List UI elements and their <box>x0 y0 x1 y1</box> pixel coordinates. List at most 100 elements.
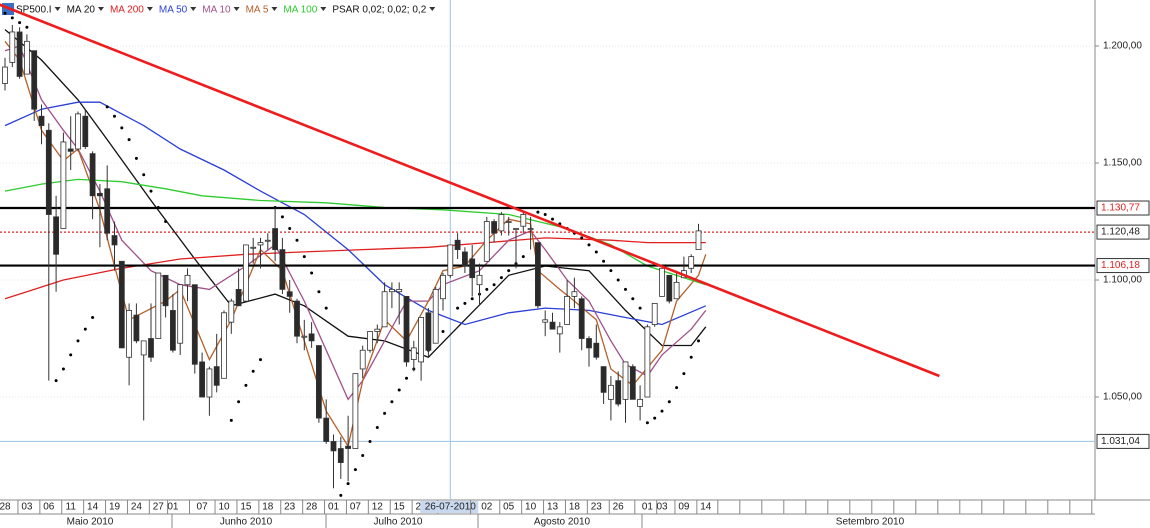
psar-dot <box>156 205 160 209</box>
candle-body <box>535 242 541 307</box>
candle-body <box>199 361 206 398</box>
candle-body <box>622 361 629 400</box>
candle-body <box>527 228 534 230</box>
candle-body <box>513 228 519 230</box>
month-label: Maio 2010 <box>67 517 114 528</box>
psar-dot <box>638 306 642 310</box>
candle-body <box>118 260 125 349</box>
psar-dot <box>3 11 7 15</box>
candle-body <box>242 244 249 302</box>
x-tick-label: 15 <box>394 502 406 513</box>
psar-dot <box>660 409 664 413</box>
candle-body <box>410 347 417 360</box>
candle-body <box>629 366 636 400</box>
legend-entry: MA 20 <box>67 5 96 16</box>
psar-dot <box>521 255 525 259</box>
psar-dot <box>375 425 379 429</box>
candle-body <box>549 321 556 330</box>
psar-dot <box>682 372 686 376</box>
candle-body <box>418 317 425 363</box>
candle-body <box>337 448 344 463</box>
candle-body <box>323 417 330 442</box>
psar-dot <box>689 355 693 359</box>
month-label: Junho 2010 <box>220 517 273 528</box>
psar-dot <box>383 411 387 415</box>
psar-dot <box>353 468 357 472</box>
level-price-box <box>1096 258 1150 274</box>
candle-body <box>505 221 512 223</box>
candle-body <box>279 249 286 290</box>
psar-dot <box>667 400 671 404</box>
candle-body <box>352 373 359 449</box>
x-tick-label: 02 <box>481 502 493 513</box>
dropdown-arrow <box>97 7 104 11</box>
psar-dot <box>624 287 627 291</box>
level-price-box <box>1096 200 1150 216</box>
psar-dot <box>397 388 401 392</box>
candle-body <box>608 384 614 400</box>
candle-body <box>695 230 702 251</box>
x-tick-label: 14 <box>700 502 712 513</box>
psar-dot <box>251 369 255 373</box>
x-tick-label: 07 <box>350 502 362 513</box>
psar-dot <box>485 287 489 291</box>
psar-dot <box>229 418 233 422</box>
psar-dot <box>317 290 321 294</box>
x-tick-label: 27 <box>153 502 165 513</box>
candle-body <box>476 274 483 286</box>
level-price-label: 1.106,18 <box>1101 260 1140 271</box>
dropdown-arrow <box>429 7 436 11</box>
psar-dot <box>463 301 467 305</box>
level-price-box <box>1096 224 1150 240</box>
candle-body <box>644 326 651 398</box>
candle-body <box>564 296 570 325</box>
psar-dot <box>602 259 606 263</box>
candle-body <box>31 50 38 110</box>
candle-body <box>155 272 162 339</box>
candle-body <box>469 258 476 279</box>
candle-body <box>97 193 103 197</box>
psar-dot <box>587 243 591 247</box>
psar-dot <box>616 278 620 282</box>
candle-body <box>578 298 585 339</box>
psar-dot <box>259 358 262 362</box>
psar-dot <box>288 227 292 231</box>
candle-body <box>483 221 490 262</box>
psar-dot <box>580 236 584 240</box>
psar-dot <box>127 138 131 142</box>
candle-body <box>374 328 381 332</box>
psar-dot <box>543 212 547 216</box>
psar-dot <box>83 327 87 331</box>
psar-dot <box>697 339 700 343</box>
psar-dot <box>441 330 445 334</box>
psar-dot <box>594 250 598 254</box>
psar-dot <box>470 297 474 301</box>
psar-dot <box>113 114 116 118</box>
candle-body <box>221 312 227 379</box>
candle-body <box>367 331 373 351</box>
y-tick-label: 1.100,00 <box>1103 275 1142 286</box>
psar-dot <box>609 269 613 273</box>
candle-body <box>16 31 23 77</box>
legend: SP500.I MA 20 MA 200 MA 50 MA 10 MA 5 MA 100 PS… <box>2 3 436 16</box>
psar-dot <box>69 353 73 357</box>
x-tick-label: 26 <box>613 502 625 513</box>
candle-body <box>600 366 607 393</box>
candle-body <box>330 441 337 452</box>
x-tick-label: 03 <box>656 502 668 513</box>
psar-dot <box>675 386 679 390</box>
psar-dot <box>536 210 540 214</box>
psar-dot <box>244 383 248 387</box>
psar-dot <box>149 189 153 193</box>
psar-dot <box>76 339 80 343</box>
crosshair-date-box <box>420 501 479 513</box>
psar-dot <box>390 400 394 404</box>
x-tick-label: 11 <box>66 502 77 513</box>
x-tick-label: 05 <box>503 502 515 513</box>
y-tick-label: 1.200,00 <box>1103 41 1142 52</box>
month-label: Julho 2010 <box>374 517 423 528</box>
trend-line <box>0 3 940 378</box>
psar-dot <box>339 493 343 497</box>
psar-dot <box>368 439 372 443</box>
